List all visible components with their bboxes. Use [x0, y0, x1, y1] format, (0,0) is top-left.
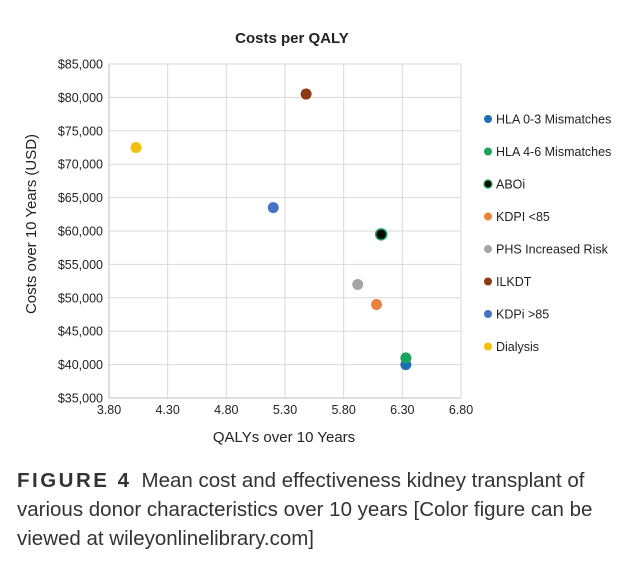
x-axis-title: QALYs over 10 Years: [213, 429, 355, 446]
point-kdpi-85: [267, 202, 279, 214]
point-kdpi-85: [371, 298, 383, 310]
legend-label-hla-0-3-mismatches: HLA 0-3 Mismatches: [496, 113, 611, 127]
x-tick-label: 4.80: [214, 403, 238, 417]
y-tick-label: $40,000: [58, 358, 103, 372]
legend-marker-kdpi-85: [484, 310, 492, 318]
point-hla-4-6-mismatches: [400, 352, 412, 364]
y-axis-title: Costs over 10 Years (USD): [23, 134, 40, 314]
x-tick-label: 5.80: [331, 403, 355, 417]
legend-label-hla-4-6-mismatches: HLA 4-6 Mismatches: [496, 145, 611, 159]
y-tick-label: $80,000: [58, 91, 103, 105]
x-axis-ticks: 3.80 4.30 4.80 5.30 5.80 6.30 6.80: [97, 403, 473, 417]
legend-label-phs-increased-risk: PHS Increased Risk: [496, 243, 609, 257]
y-tick-label: $60,000: [58, 225, 103, 239]
x-tick-label: 5.30: [273, 403, 297, 417]
grid: [108, 63, 462, 399]
chart-title: Costs per QALY: [235, 30, 349, 47]
point-phs-increased-risk: [352, 278, 364, 290]
x-tick-label: 6.30: [390, 403, 414, 417]
caption-text: Mean cost and effectiveness kidney trans…: [17, 469, 593, 550]
legend-label-ilkdt: ILKDT: [496, 275, 532, 289]
x-tick-label: 4.30: [155, 403, 179, 417]
legend: HLA 0-3 Mismatches HLA 4-6 Mismatches ABOi…: [483, 113, 611, 354]
x-tick-label: 6.80: [449, 403, 473, 417]
legend-marker-ilkdt: [484, 277, 492, 286]
figure-label: FIGURE 4: [17, 469, 132, 492]
data-points: [130, 88, 412, 371]
legend-label-kdpi-85: KDPi >85: [496, 308, 549, 322]
x-tick-label: 3.80: [97, 403, 121, 417]
y-tick-label: $50,000: [58, 291, 103, 305]
legend-label-kdpi-85: KDPI <85: [496, 210, 550, 224]
legend-marker-hla-0-3-mismatches: [484, 115, 492, 123]
legend-label-dialysis: Dialysis: [496, 340, 539, 354]
legend-marker-dialysis: [484, 342, 492, 351]
point-ilkdt: [300, 88, 312, 100]
legend-marker-kdpi-85: [484, 212, 492, 221]
y-tick-label: $55,000: [58, 258, 103, 272]
point-aboi: [374, 228, 388, 241]
scatter-chart: Costs per QALY $35,000 $40,000 $45,000 $50,…: [23, 30, 611, 446]
chart: Costs per QALY $35,000 $40,000 $45,000 $50,…: [23, 30, 611, 446]
y-axis-ticks: $35,000 $40,000 $45,000 $50,000 $55,000 $60,0…: [58, 58, 103, 406]
legend-marker-hla-4-6-mismatches: [484, 147, 492, 156]
legend-marker-phs-increased-risk: [484, 245, 492, 253]
y-tick-label: $35,000: [58, 392, 103, 406]
y-tick-label: $75,000: [58, 124, 103, 138]
legend-marker-aboi: [483, 179, 493, 189]
y-tick-label: $45,000: [58, 325, 103, 339]
point-dialysis: [130, 142, 142, 153]
y-tick-label: $85,000: [58, 58, 103, 72]
figure-caption: FIGURE 4 Mean cost and effectiveness kidn…: [17, 466, 617, 553]
y-tick-label: $65,000: [58, 191, 103, 205]
y-tick-label: $70,000: [58, 158, 103, 172]
legend-label-aboi: ABOi: [496, 178, 525, 192]
